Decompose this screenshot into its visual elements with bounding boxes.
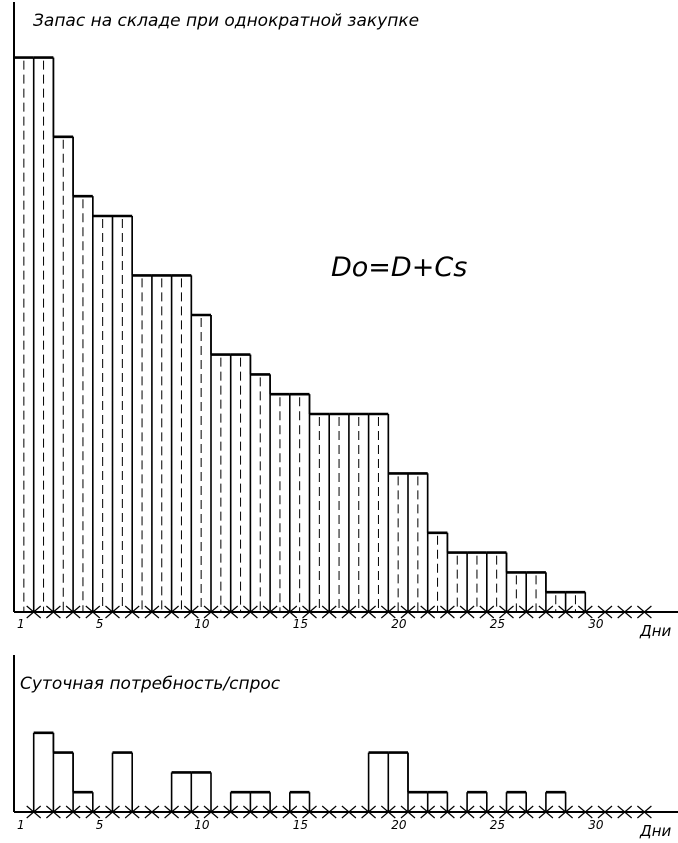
stock-bar: [466, 551, 487, 612]
demand-bar: [190, 771, 212, 812]
stock-bar: [367, 412, 390, 612]
demand-x-axis-label: Дни: [639, 822, 672, 840]
demand-bar: [367, 751, 389, 812]
demand-bar: [170, 771, 192, 812]
stock-x-tick-label: 25: [490, 617, 505, 631]
stock-bars: [13, 56, 587, 612]
demand-bar: [505, 790, 528, 812]
stock-bar: [328, 412, 349, 612]
demand-x-tick-label: 15: [293, 818, 308, 832]
stock-x-tick-label: 5: [96, 617, 104, 631]
formula-annotation: Do=D+Cs: [331, 252, 467, 283]
stock-bar: [131, 216, 152, 612]
stock-bar: [210, 315, 231, 612]
stock-x-tick-label: 10: [194, 617, 210, 631]
demand-bar: [288, 790, 311, 812]
stock-bar: [505, 552, 527, 612]
stock-bar: [348, 412, 369, 612]
demand-bar: [426, 790, 449, 812]
stock-bar: [387, 414, 408, 612]
demand-x-tick-labels: 1 5 10 15 20 25 30: [17, 818, 604, 832]
demand-x-tick-label: 1: [17, 818, 25, 832]
demand-x-tick-label: 25: [490, 818, 505, 832]
demand-bar: [229, 790, 251, 812]
stock-bar: [151, 274, 172, 612]
stock-chart-title: Запас на складе при однократной закупке: [33, 11, 419, 31]
demand-chart-title: Суточная потребность/спрос: [20, 674, 281, 694]
stock-bar: [545, 572, 566, 612]
demand-x-tick-label: 30: [588, 818, 604, 832]
stock-chart: Запас на складе при однократной закупке …: [13, 2, 678, 640]
stock-x-tick-label: 1: [17, 617, 25, 631]
demand-bar: [407, 752, 428, 812]
stock-bar: [92, 196, 113, 612]
demand-bar: [52, 732, 74, 812]
stock-bar: [446, 532, 468, 612]
demand-bar: [387, 751, 409, 812]
demand-bar: [466, 790, 488, 812]
demand-bar: [111, 751, 133, 812]
stock-x-tick-label: 30: [588, 617, 604, 631]
stock-bar: [269, 374, 290, 612]
demand-bar: [32, 731, 55, 812]
demand-chart: Суточная потребность/спрос Дни 1 5 10 15 20 2…: [13, 655, 678, 840]
stock-x-tick-label: 20: [391, 617, 407, 631]
demand-bars: [32, 731, 567, 812]
demand-x-tick-label: 20: [391, 818, 407, 832]
demand-bar: [72, 752, 94, 812]
stock-bar: [308, 394, 330, 612]
stock-x-axis-label: Дни: [639, 622, 672, 640]
demand-bar: [545, 790, 567, 812]
stock-x-tick-labels: 1 5 10 15 20 25 30: [17, 617, 604, 631]
demand-bar: [249, 790, 271, 812]
demand-x-tick-label: 5: [96, 818, 104, 832]
stock-bar: [564, 590, 587, 612]
stock-day-dividers: [23, 60, 576, 612]
stock-x-tick-label: 15: [293, 617, 308, 631]
demand-x-tick-label: 10: [194, 818, 210, 832]
